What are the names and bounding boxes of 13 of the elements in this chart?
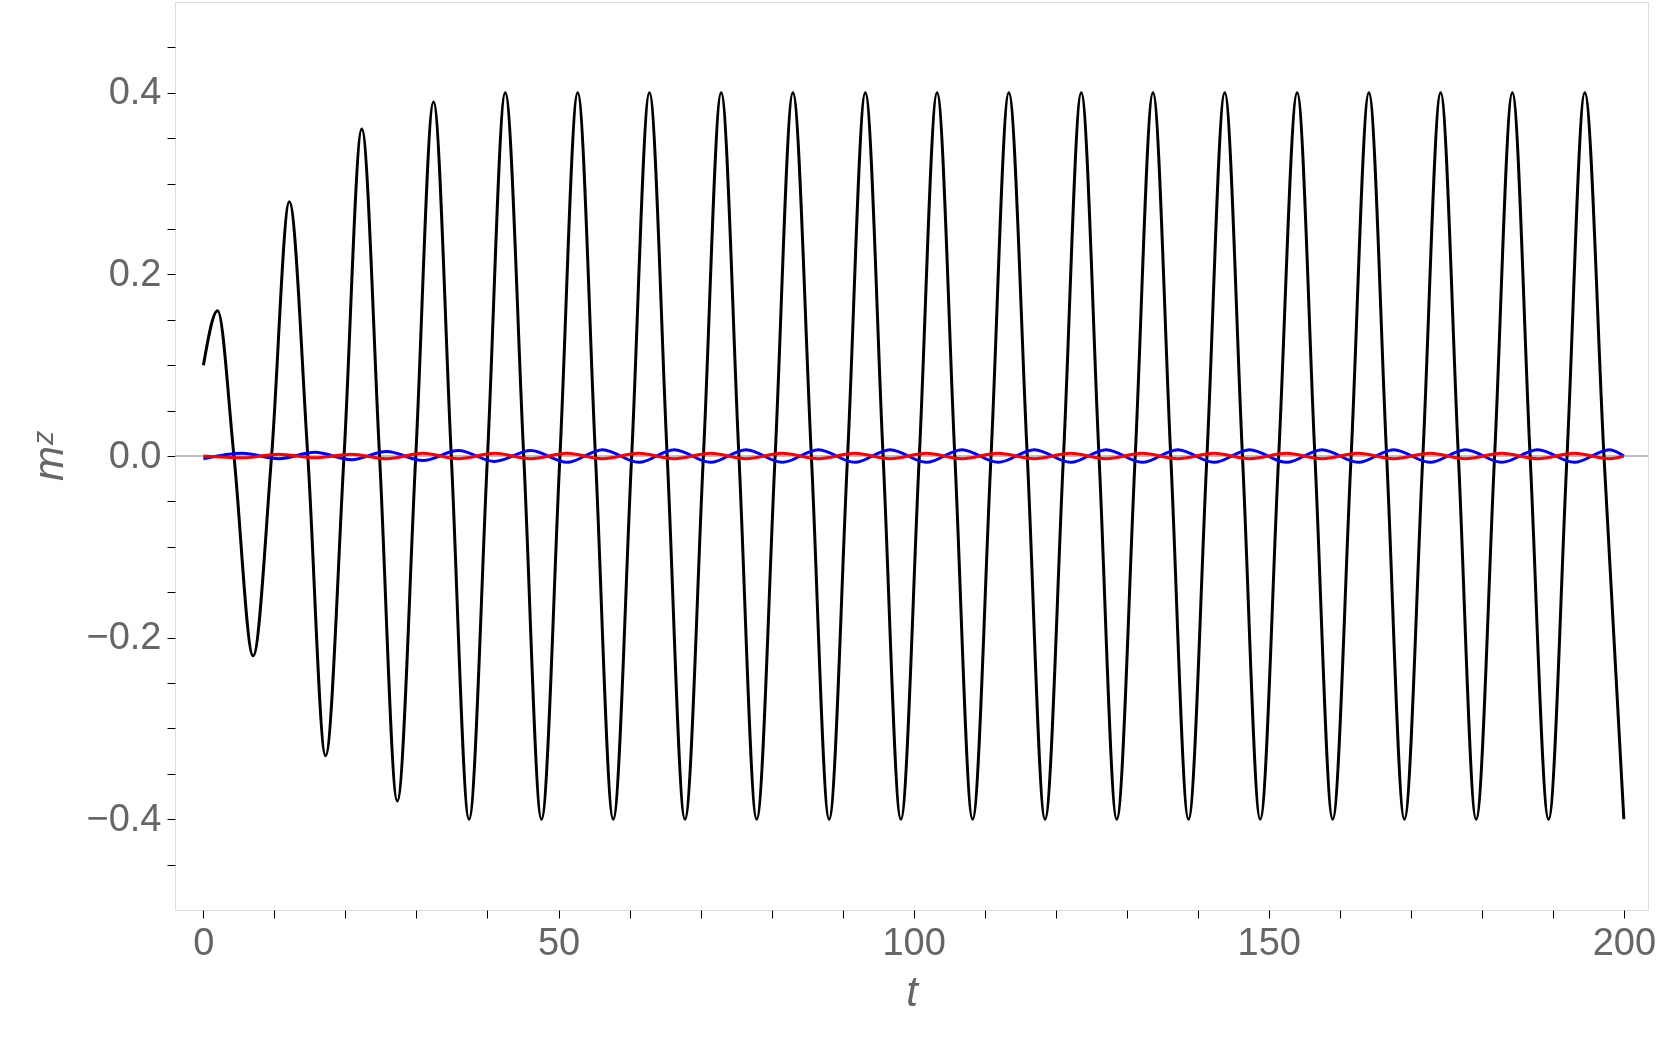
y-axis-title: mᶻ bbox=[25, 430, 73, 481]
x-tick-label: 50 bbox=[537, 920, 581, 963]
x-tick-label: 150 bbox=[1237, 920, 1301, 963]
y-tick-label: 0.2 bbox=[108, 251, 162, 294]
y-tick-label: −0.4 bbox=[86, 796, 162, 839]
y-tick-label: −0.2 bbox=[86, 615, 162, 658]
x-tick-label: 200 bbox=[1592, 920, 1657, 963]
x-tick-label: 100 bbox=[882, 920, 946, 963]
y-tick-label: 0.4 bbox=[108, 70, 162, 113]
x-tick-label: 0 bbox=[193, 920, 215, 963]
y-tick-label: 0.0 bbox=[108, 433, 162, 476]
line-series bbox=[201, 91, 1626, 821]
x-axis-title: t bbox=[906, 967, 921, 1015]
